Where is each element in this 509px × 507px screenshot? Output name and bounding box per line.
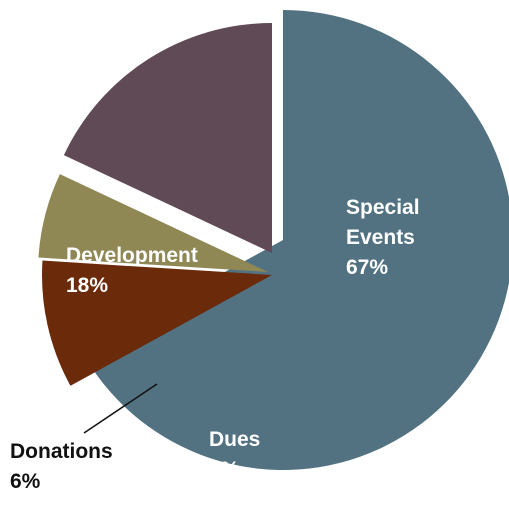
slice-special-events <box>81 10 509 470</box>
slice-dues <box>42 260 273 386</box>
slice-donations <box>38 174 268 272</box>
donations-label: Donations 6% <box>10 440 119 493</box>
dues-label: Dues 9% <box>209 428 266 481</box>
special-events-label: Special Events 67% <box>346 196 425 279</box>
pie-slices <box>38 10 509 470</box>
development-label: Development 18% <box>66 244 204 297</box>
donations-leader-line <box>83 383 158 434</box>
slice-development <box>63 23 273 253</box>
